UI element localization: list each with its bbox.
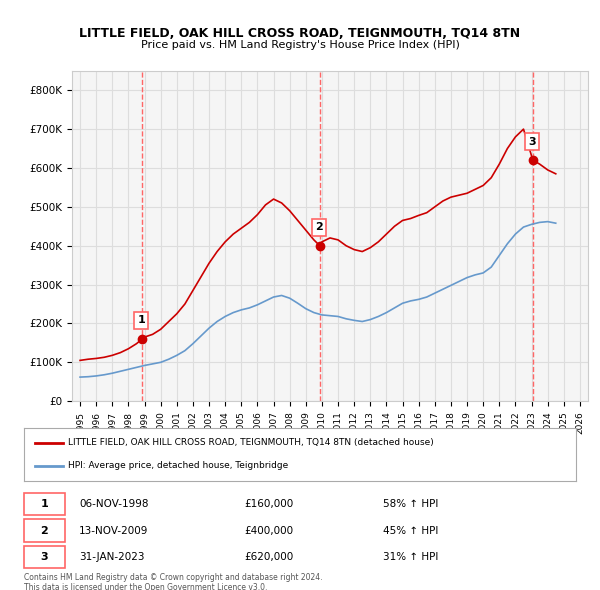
Text: 1: 1 xyxy=(137,316,145,326)
Text: 31-JAN-2023: 31-JAN-2023 xyxy=(79,552,145,562)
Text: 2: 2 xyxy=(315,222,323,232)
FancyBboxPatch shape xyxy=(24,493,65,516)
Text: LITTLE FIELD, OAK HILL CROSS ROAD, TEIGNMOUTH, TQ14 8TN: LITTLE FIELD, OAK HILL CROSS ROAD, TEIGN… xyxy=(79,27,521,40)
Text: £400,000: £400,000 xyxy=(245,526,294,536)
Text: 58% ↑ HPI: 58% ↑ HPI xyxy=(383,499,438,509)
Text: 3: 3 xyxy=(41,552,48,562)
Text: £160,000: £160,000 xyxy=(245,499,294,509)
Text: 13-NOV-2009: 13-NOV-2009 xyxy=(79,526,149,536)
Text: Contains HM Land Registry data © Crown copyright and database right 2024.: Contains HM Land Registry data © Crown c… xyxy=(24,573,323,582)
Text: 1: 1 xyxy=(41,499,48,509)
Text: LITTLE FIELD, OAK HILL CROSS ROAD, TEIGNMOUTH, TQ14 8TN (detached house): LITTLE FIELD, OAK HILL CROSS ROAD, TEIGN… xyxy=(68,438,434,447)
Text: 31% ↑ HPI: 31% ↑ HPI xyxy=(383,552,438,562)
Text: 2: 2 xyxy=(41,526,48,536)
Text: Price paid vs. HM Land Registry's House Price Index (HPI): Price paid vs. HM Land Registry's House … xyxy=(140,40,460,50)
Text: HPI: Average price, detached house, Teignbridge: HPI: Average price, detached house, Teig… xyxy=(68,461,289,470)
Text: 06-NOV-1998: 06-NOV-1998 xyxy=(79,499,149,509)
Text: £620,000: £620,000 xyxy=(245,552,294,562)
Text: 3: 3 xyxy=(528,137,536,147)
Text: 45% ↑ HPI: 45% ↑ HPI xyxy=(383,526,438,536)
Text: This data is licensed under the Open Government Licence v3.0.: This data is licensed under the Open Gov… xyxy=(24,583,268,590)
FancyBboxPatch shape xyxy=(24,519,65,542)
FancyBboxPatch shape xyxy=(24,546,65,568)
